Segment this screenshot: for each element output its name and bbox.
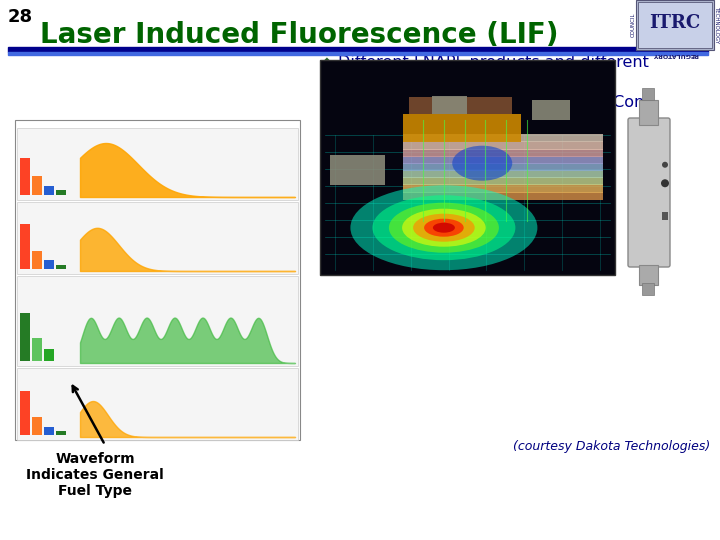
Ellipse shape — [433, 222, 455, 233]
Bar — [8, 47, 708, 52]
Text: 28: 28 — [8, 8, 33, 26]
Bar — [638, 2, 712, 48]
Bar — [402, 134, 603, 143]
Text: Penetrometer Testing (CPT): Penetrometer Testing (CPT) — [338, 114, 557, 129]
Ellipse shape — [402, 208, 486, 247]
Ellipse shape — [661, 179, 669, 187]
Text: COUNCIL: COUNCIL — [631, 13, 636, 37]
Bar — [402, 177, 603, 185]
Bar — [20, 313, 30, 361]
Bar — [20, 158, 30, 195]
Bar — [17, 368, 298, 440]
Bar — [408, 97, 512, 114]
Bar — [15, 120, 300, 440]
Text: ◆: ◆ — [320, 95, 334, 113]
Bar — [432, 96, 467, 114]
Ellipse shape — [413, 214, 474, 242]
Bar — [402, 148, 603, 157]
Text: Typically used in conjunction with Cone: Typically used in conjunction with Cone — [338, 95, 654, 110]
Bar — [642, 88, 654, 100]
Ellipse shape — [389, 202, 499, 253]
Bar — [639, 265, 658, 285]
Bar — [32, 339, 42, 361]
Ellipse shape — [351, 185, 537, 270]
Bar — [402, 192, 603, 200]
Bar — [44, 427, 54, 435]
Bar — [56, 190, 66, 195]
Ellipse shape — [662, 162, 668, 168]
Bar — [402, 170, 603, 178]
Bar — [639, 100, 658, 125]
Text: Different LNAPL products and different: Different LNAPL products and different — [338, 55, 649, 70]
Bar — [636, 0, 714, 50]
Bar — [44, 349, 54, 361]
Bar — [402, 185, 603, 193]
Text: REGULATORY: REGULATORY — [652, 52, 698, 57]
Bar — [17, 128, 298, 200]
Bar — [17, 202, 298, 274]
Bar — [20, 224, 30, 269]
Bar — [330, 154, 385, 185]
Bar — [44, 186, 54, 195]
Bar — [32, 251, 42, 269]
Text: Waveform
Indicates General
Fuel Type: Waveform Indicates General Fuel Type — [26, 452, 164, 498]
Bar — [44, 260, 54, 269]
Bar — [402, 156, 603, 164]
Bar — [8, 52, 708, 55]
Bar — [402, 163, 603, 171]
Ellipse shape — [372, 195, 516, 260]
Bar — [56, 431, 66, 435]
Text: soils fluoresce differently: soils fluoresce differently — [338, 74, 539, 89]
Bar — [642, 283, 654, 295]
Bar — [32, 176, 42, 195]
Text: (courtesy Dakota Technologies): (courtesy Dakota Technologies) — [513, 440, 710, 453]
Bar — [320, 60, 615, 275]
Text: ◆: ◆ — [320, 55, 334, 73]
Bar — [56, 265, 66, 269]
Bar — [32, 417, 42, 435]
Text: TECHNOLOGY: TECHNOLOGY — [714, 6, 719, 44]
Bar — [662, 212, 668, 220]
Ellipse shape — [452, 146, 512, 181]
Text: Laser Induced Fluorescence (LIF): Laser Induced Fluorescence (LIF) — [40, 21, 559, 49]
Bar — [17, 276, 298, 366]
Bar — [20, 392, 30, 435]
Bar — [532, 100, 570, 120]
Bar — [402, 141, 603, 150]
Text: ITRC: ITRC — [649, 14, 701, 32]
FancyBboxPatch shape — [628, 118, 670, 267]
Ellipse shape — [424, 219, 464, 237]
Bar — [402, 114, 521, 141]
